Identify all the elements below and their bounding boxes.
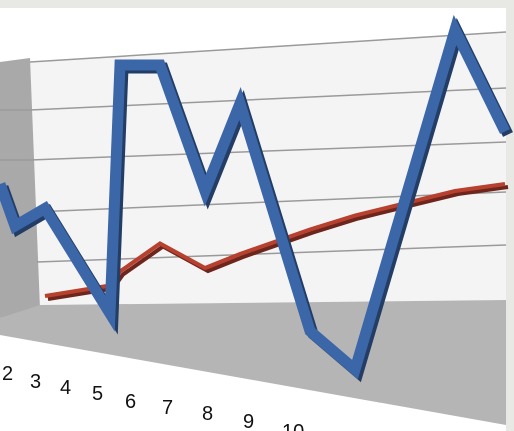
x-tick-label: 7 — [162, 397, 173, 419]
x-tick-label: 8 — [202, 403, 213, 425]
frame-top — [0, 0, 514, 8]
x-tick-label: 2 — [2, 363, 13, 385]
x-tick-label: 9 — [243, 411, 254, 431]
x-tick-label: 5 — [92, 383, 103, 405]
floor — [0, 300, 506, 425]
x-tick-label: 6 — [125, 391, 136, 413]
x-tick-label: 3 — [30, 371, 41, 393]
x-tick-label: 4 — [60, 377, 71, 399]
x-tick-label: 10 — [282, 421, 304, 431]
side-wall — [0, 58, 40, 318]
frame-right — [506, 0, 514, 431]
back-wall — [30, 32, 506, 305]
series-line — [0, 14, 510, 380]
wall-line — [29, 31, 507, 63]
wall-line — [29, 87, 507, 111]
